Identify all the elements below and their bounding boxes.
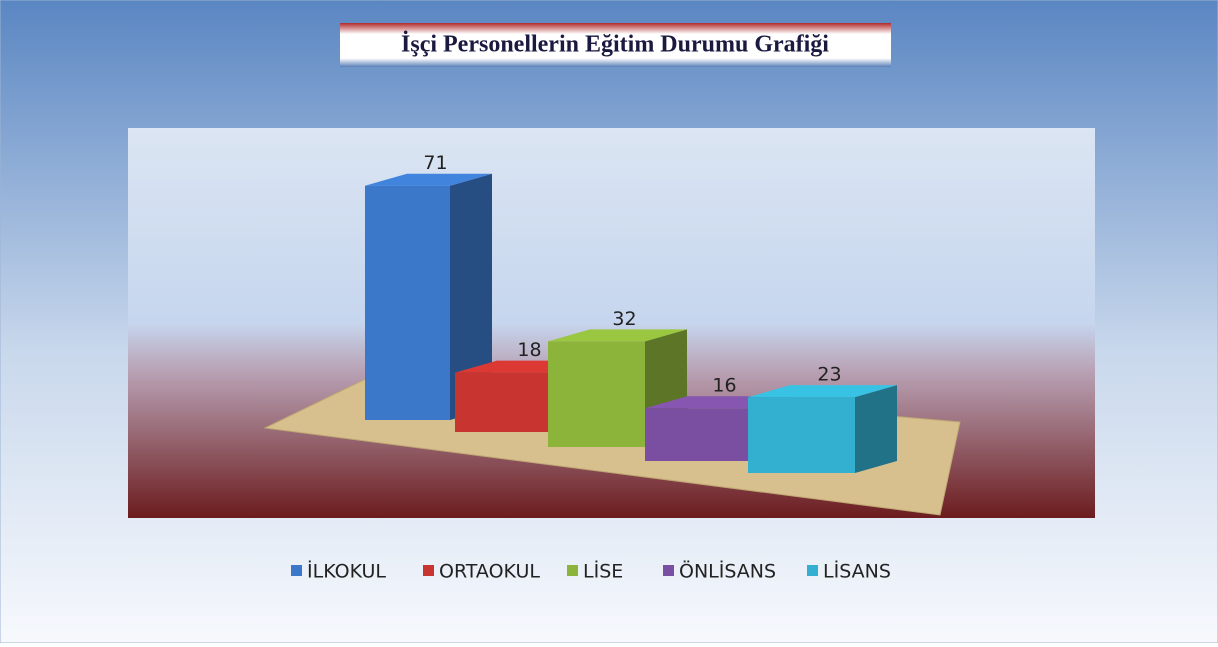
legend-swatch <box>663 565 674 576</box>
bar-top <box>748 385 897 398</box>
legend-swatch <box>807 565 818 576</box>
legend-label: LİSANS <box>823 560 891 583</box>
legend-swatch <box>291 565 302 576</box>
title-box <box>340 23 891 67</box>
legend-label: LİSE <box>583 560 623 583</box>
bar <box>645 408 748 461</box>
bar <box>548 341 645 447</box>
chart-title: İşçi Personellerin Eğitim Durumu Grafiği <box>401 32 829 58</box>
bar-top <box>365 173 492 186</box>
bar-top <box>548 329 687 342</box>
bar <box>748 397 855 473</box>
data-label: 71 <box>423 152 447 174</box>
bar-side <box>855 385 897 473</box>
bar <box>455 372 548 432</box>
data-label: 18 <box>517 339 541 361</box>
bar <box>365 185 450 420</box>
legend-swatch <box>423 565 434 576</box>
legend-label: ÖNLİSANS <box>679 560 776 583</box>
data-label: 23 <box>817 364 841 386</box>
legend-label: ORTAOKUL <box>439 561 540 583</box>
legend-label: İLKOKUL <box>307 560 386 583</box>
data-label: 32 <box>612 308 636 330</box>
bar-side <box>450 173 492 420</box>
legend-swatch <box>567 565 578 576</box>
data-label: 16 <box>712 375 736 397</box>
